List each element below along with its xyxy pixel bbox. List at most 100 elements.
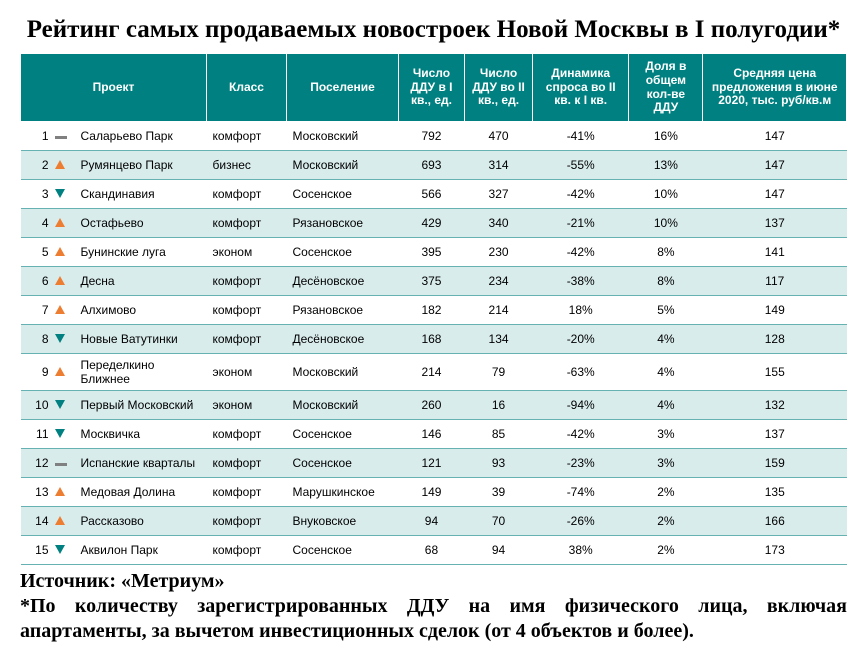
cell-class: комфорт [207,478,287,507]
cell-dynamics: -23% [533,449,629,478]
ranking-table: Проект Класс Поселение Число ДДУ в I кв.… [20,53,847,565]
cell-trend [51,449,75,478]
cell-project: Румянцево Парк [75,151,207,180]
cell-dynamics: -74% [533,478,629,507]
col-project: Проект [21,54,207,122]
cell-project: Рассказово [75,507,207,536]
cell-price: 141 [703,238,847,267]
cell-trend [51,180,75,209]
cell-ddu-q1: 214 [399,354,465,391]
cell-dynamics: -42% [533,180,629,209]
table-row: 15Аквилон ПарккомфортСосенское689438%2%1… [21,536,847,565]
cell-rank: 1 [21,122,51,151]
cell-share: 2% [629,507,703,536]
table-row: 5Бунинские лугаэкономСосенское395230-42%… [21,238,847,267]
cell-rank: 9 [21,354,51,391]
cell-share: 4% [629,391,703,420]
cell-project: Первый Московский [75,391,207,420]
trend-down-icon [55,334,65,343]
table-row: 11МосквичкакомфортСосенское14685-42%3%13… [21,420,847,449]
trend-same-icon [55,463,67,466]
cell-project: Скандинавия [75,180,207,209]
cell-class: комфорт [207,325,287,354]
cell-rank: 7 [21,296,51,325]
table-row: 14РассказовокомфортВнуковское9470-26%2%1… [21,507,847,536]
table-row: 13Медовая ДолинакомфортМарушкинское14939… [21,478,847,507]
cell-project: Десна [75,267,207,296]
col-share: Доля в общем кол-ве ДДУ [629,54,703,122]
cell-class: комфорт [207,296,287,325]
table-row: 9Переделкино БлижнееэкономМосковский2147… [21,354,847,391]
cell-ddu-q1: 395 [399,238,465,267]
table-row: 3СкандинавиякомфортСосенское566327-42%10… [21,180,847,209]
cell-ddu-q2: 93 [464,449,532,478]
cell-price: 159 [703,449,847,478]
cell-rank: 3 [21,180,51,209]
cell-ddu-q2: 327 [464,180,532,209]
cell-ddu-q1: 693 [399,151,465,180]
cell-ddu-q1: 260 [399,391,465,420]
cell-settlement: Марушкинское [287,478,399,507]
cell-ddu-q1: 168 [399,325,465,354]
table-header: Проект Класс Поселение Число ДДУ в I кв.… [21,54,847,122]
trend-down-icon [55,545,65,554]
cell-settlement: Московский [287,354,399,391]
cell-trend [51,325,75,354]
cell-ddu-q2: 70 [464,507,532,536]
cell-settlement: Десёновское [287,325,399,354]
cell-settlement: Сосенское [287,238,399,267]
cell-class: комфорт [207,507,287,536]
cell-share: 2% [629,536,703,565]
cell-price: 135 [703,478,847,507]
cell-share: 4% [629,354,703,391]
cell-price: 155 [703,354,847,391]
cell-dynamics: -26% [533,507,629,536]
cell-project: Аквилон Парк [75,536,207,565]
cell-share: 10% [629,209,703,238]
trend-up-icon [55,487,65,496]
cell-class: комфорт [207,536,287,565]
trend-same-icon [55,136,67,139]
table-row: 12Испанские кварталыкомфортСосенское1219… [21,449,847,478]
cell-dynamics: -55% [533,151,629,180]
table-row: 10Первый МосковскийэкономМосковский26016… [21,391,847,420]
cell-share: 10% [629,180,703,209]
cell-share: 8% [629,267,703,296]
cell-rank: 14 [21,507,51,536]
cell-rank: 5 [21,238,51,267]
cell-dynamics: -63% [533,354,629,391]
cell-ddu-q1: 149 [399,478,465,507]
table-row: 1Саларьево ПарккомфортМосковский792470-4… [21,122,847,151]
cell-class: комфорт [207,122,287,151]
trend-down-icon [55,429,65,438]
cell-settlement: Внуковское [287,507,399,536]
cell-dynamics: 38% [533,536,629,565]
cell-ddu-q2: 230 [464,238,532,267]
cell-ddu-q2: 340 [464,209,532,238]
cell-rank: 10 [21,391,51,420]
trend-up-icon [55,247,65,256]
cell-share: 3% [629,420,703,449]
cell-rank: 11 [21,420,51,449]
cell-share: 5% [629,296,703,325]
cell-ddu-q1: 182 [399,296,465,325]
table-row: 4ОстафьевокомфортРязановское429340-21%10… [21,209,847,238]
cell-share: 4% [629,325,703,354]
table-row: 7АлхимовокомфортРязановское18221418%5%14… [21,296,847,325]
cell-dynamics: -42% [533,238,629,267]
cell-dynamics: 18% [533,296,629,325]
trend-up-icon [55,367,65,376]
trend-down-icon [55,189,65,198]
cell-rank: 6 [21,267,51,296]
cell-price: 147 [703,151,847,180]
cell-price: 147 [703,180,847,209]
cell-ddu-q1: 566 [399,180,465,209]
cell-project: Испанские кварталы [75,449,207,478]
col-ddu-q1: Число ДДУ в I кв., ед. [399,54,465,122]
cell-project: Бунинские луга [75,238,207,267]
cell-dynamics: -41% [533,122,629,151]
cell-ddu-q2: 39 [464,478,532,507]
cell-settlement: Сосенское [287,180,399,209]
trend-up-icon [55,305,65,314]
cell-class: эконом [207,391,287,420]
